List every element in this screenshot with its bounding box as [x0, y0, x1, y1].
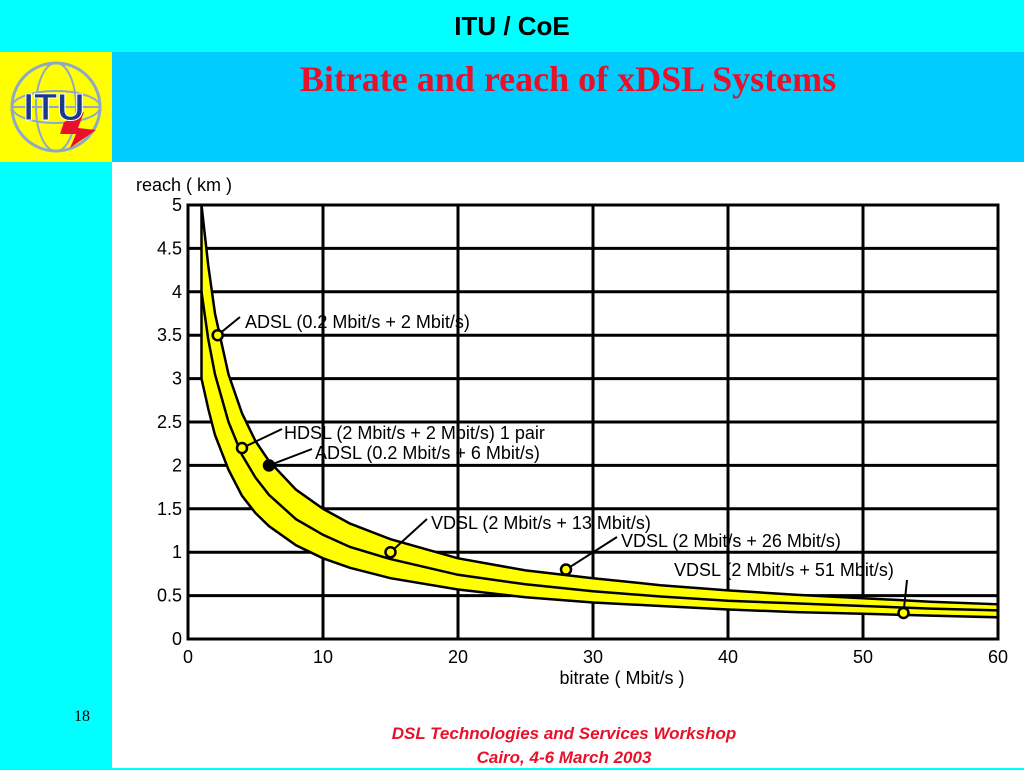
y-tick-label: 2	[172, 455, 182, 475]
y-tick-label: 2.5	[157, 412, 182, 432]
reach-band	[200, 204, 1000, 619]
point-label: VDSL (2 Mbit/s + 51 Mbit/s)	[674, 560, 894, 580]
data-point	[559, 563, 573, 576]
slide-title: Bitrate and reach of xDSL Systems	[299, 59, 837, 99]
data-point	[235, 441, 249, 455]
y-tick-label: 0	[172, 629, 182, 649]
point-leader-line	[565, 536, 618, 571]
point-label: ADSL (0.2 Mbit/s + 2 Mbit/s)	[245, 312, 470, 332]
itu-globe-icon: ITU	[10, 61, 102, 153]
reach-bitrate-chart: 0 10 20 30 40 50 60 0 0.5 1 1.5 2 2.5 3 3.5 4 4.5 5 bitrat…	[136, 175, 1008, 688]
center-line	[200, 291, 999, 612]
x-tick-label: 0	[183, 647, 193, 667]
y-tick-label: 0.5	[157, 586, 182, 606]
data-point	[211, 328, 224, 342]
y-tick-label: 4.5	[157, 238, 182, 258]
y-axis-label: reach ( km )	[136, 175, 232, 195]
point-leader-line	[389, 518, 428, 553]
y-tick-label: 1	[172, 542, 182, 562]
y-tick-label: 4	[172, 282, 182, 302]
slide-number: 18	[74, 708, 90, 725]
y-tick-label: 5	[172, 195, 182, 215]
point-label: VDSL (2 Mbit/s + 26 Mbit/s)	[621, 531, 841, 551]
x-tick-label: 40	[718, 647, 738, 667]
logo-text: ITU	[23, 87, 84, 129]
chart-labels: ADSL (0.2 Mbit/s + 2 Mbit/s) HDSL (2 Mbit…	[217, 312, 908, 614]
point-label: ADSL (0.2 Mbit/s + 6 Mbit/s)	[315, 443, 540, 463]
footer-line-1: DSL Technologies and Services Workshop	[391, 724, 737, 743]
x-tick-label: 50	[853, 647, 873, 667]
y-tick-label: 1.5	[157, 499, 182, 519]
plot-frame	[186, 203, 1000, 641]
footer: DSL Technologies and Services Workshop C…	[112, 722, 1016, 770]
chart-axes: 0 10 20 30 40 50 60 0 0.5 1 1.5 2 2.5 3 3.5 4 4.5 5 bitrat…	[136, 175, 1008, 688]
point-label: VDSL (2 Mbit/s + 13 Mbit/s)	[431, 513, 651, 533]
data-point	[897, 606, 910, 620]
chart-band	[200, 204, 1000, 619]
y-tick-label: 3.5	[157, 325, 182, 345]
y-tick-label: 3	[172, 369, 182, 389]
x-tick-label: 20	[448, 647, 468, 667]
data-point	[384, 545, 397, 559]
point-label: HDSL (2 Mbit/s + 2 Mbit/s) 1 pair	[284, 423, 545, 443]
x-tick-label: 30	[583, 647, 603, 667]
org-title: ITU / CoE	[454, 11, 570, 41]
data-point	[262, 459, 276, 472]
chart-lines	[200, 291, 999, 612]
x-axis-label: bitrate ( Mbit/s )	[559, 668, 684, 688]
x-tick-label: 60	[988, 647, 1008, 667]
itu-logo: ITU	[0, 52, 112, 162]
chart-points	[211, 328, 910, 620]
point-leader-line	[241, 428, 283, 449]
point-leader-line	[268, 448, 313, 467]
x-tick-label: 10	[313, 647, 333, 667]
footer-line-2: Cairo, 4-6 March 2003	[476, 748, 652, 767]
header-band	[112, 52, 1024, 162]
